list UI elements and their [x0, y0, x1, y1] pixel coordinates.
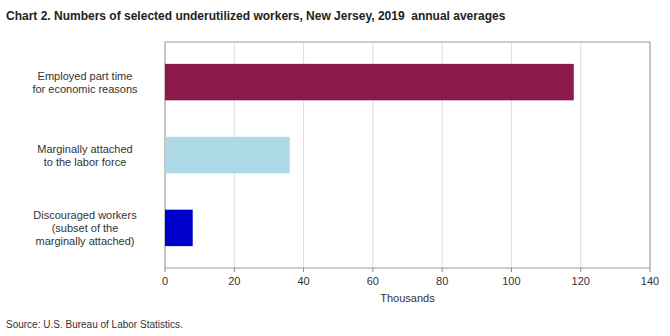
- plot-frame: [165, 42, 650, 268]
- category-label-line: Marginally attached: [37, 143, 132, 155]
- category-label-line: Employed part time: [38, 70, 133, 82]
- tick-mark: [234, 268, 235, 272]
- title: Chart 2. Numbers of selected underutiliz…: [6, 9, 506, 23]
- x-axis-label: Thousands: [380, 292, 435, 304]
- category-label-line: to the labor force: [44, 156, 127, 168]
- category-label-line: for economic reasons: [32, 83, 138, 95]
- category-label: Marginally attachedto the labor force: [37, 143, 132, 168]
- tick-mark: [650, 268, 651, 272]
- tick-label: 60: [367, 275, 379, 287]
- bar: [165, 137, 290, 173]
- category-label: Discouraged workers(subset of themargina…: [33, 209, 137, 247]
- category-label-line: Discouraged workers: [33, 209, 137, 221]
- category-label-line: (subset of the: [52, 222, 119, 234]
- bar: [165, 210, 193, 246]
- source: Source: U.S. Bureau of Labor Statistics.: [6, 319, 183, 330]
- tick-label: 140: [641, 275, 659, 287]
- bars: [165, 64, 574, 246]
- tick-mark: [372, 268, 373, 272]
- tick-label: 120: [572, 275, 590, 287]
- category-label: Employed part timefor economic reasons: [32, 70, 138, 95]
- tick-label: 0: [162, 275, 168, 287]
- tick-mark: [303, 268, 304, 272]
- bar: [165, 64, 574, 100]
- tick-mark: [511, 268, 512, 272]
- tick-mark: [442, 268, 443, 272]
- grid-line: [580, 42, 581, 268]
- chart: Chart 2. Numbers of selected underutiliz…: [0, 0, 670, 336]
- tick-mark: [580, 268, 581, 272]
- tick-label: 40: [297, 275, 309, 287]
- tick-label: 80: [436, 275, 448, 287]
- tick-label: 100: [502, 275, 520, 287]
- category-label-line: marginally attached): [35, 235, 134, 247]
- tick-label: 20: [228, 275, 240, 287]
- tick-mark: [165, 268, 166, 272]
